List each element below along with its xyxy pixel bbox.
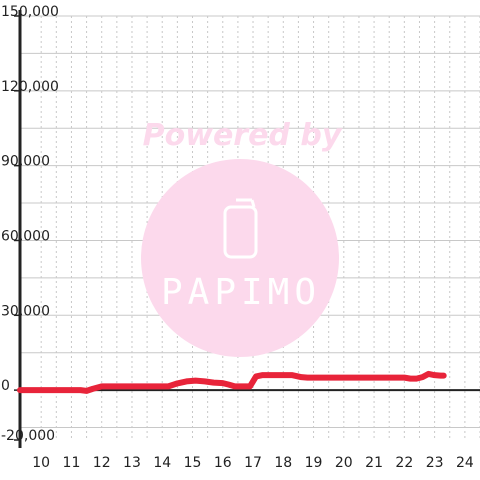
x-tick-label: 17 bbox=[244, 455, 262, 471]
watermark-powered-by-text: Powered by bbox=[143, 118, 343, 153]
series-layer bbox=[17, 370, 447, 394]
x-tick-label: 12 bbox=[93, 455, 111, 471]
y-tick-label: 30,000 bbox=[1, 303, 50, 319]
y-tick-label: -20,000 bbox=[1, 428, 55, 444]
x-tick-label: 22 bbox=[395, 455, 413, 471]
papimo-watermark: Powered by PAPIMO bbox=[141, 118, 343, 357]
y-tick-label: 90,000 bbox=[1, 154, 50, 170]
x-tick-label: 11 bbox=[63, 455, 81, 471]
x-tick-label: 21 bbox=[365, 455, 383, 471]
x-tick-label: 14 bbox=[153, 455, 171, 471]
y-tick-label: 0 bbox=[1, 378, 10, 394]
x-tick-label: 15 bbox=[184, 455, 202, 471]
x-tick-label: 23 bbox=[426, 455, 444, 471]
watermark-logo-text: PAPIMO bbox=[161, 272, 321, 313]
x-tick-label: 13 bbox=[123, 455, 141, 471]
series-line bbox=[17, 370, 447, 394]
y-tick-label: 150,000 bbox=[1, 4, 59, 20]
x-tick-label: 20 bbox=[335, 455, 353, 471]
labels-layer: -20,000 0 30,000 60,000 90,000 120,000 150,000… bbox=[1, 4, 474, 471]
x-tick-label: 19 bbox=[305, 455, 323, 471]
x-tick-label: 18 bbox=[274, 455, 292, 471]
x-tick-label: 16 bbox=[214, 455, 232, 471]
x-tick-label: 10 bbox=[32, 455, 50, 471]
x-tick-label: 24 bbox=[456, 455, 474, 471]
y-tick-label: 120,000 bbox=[1, 79, 59, 95]
phone-icon bbox=[223, 198, 258, 259]
y-tick-label: 60,000 bbox=[1, 228, 50, 244]
